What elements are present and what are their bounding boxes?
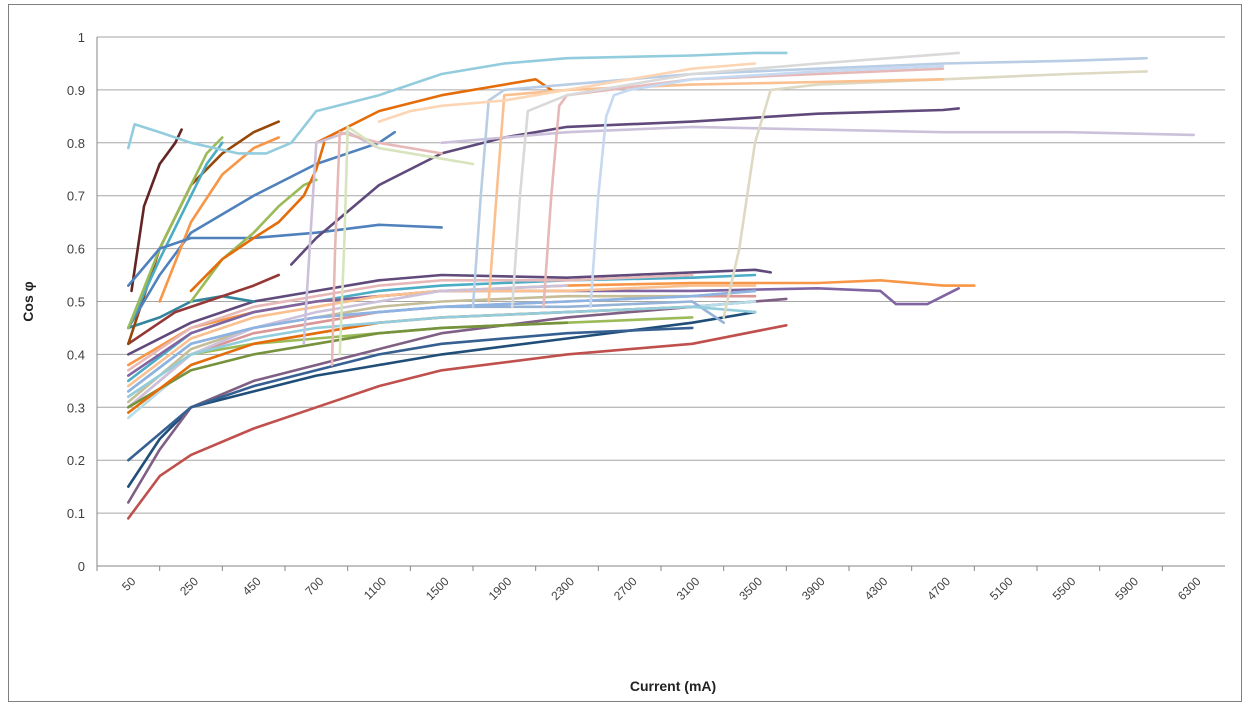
series-line-44 [338, 125, 475, 356]
x-tick-label: 6300 [1175, 574, 1204, 603]
y-tick-label: 0.5 [67, 295, 85, 310]
cos-phi-line-chart: 0 0.1 0.2 0.3 0.4 0.5 0.6 0.7 0.8 0.9 1 50 250 450 70… [20, 30, 1225, 694]
series-lines [127, 51, 1195, 520]
y-tick-label: 0.7 [67, 189, 85, 204]
series-line-21 [127, 305, 757, 399]
x-tick-label: 1500 [423, 574, 452, 603]
series-line-35 [440, 125, 1195, 145]
x-tick-label: 1100 [361, 574, 389, 602]
y-tick-label: 0 [78, 559, 85, 574]
series-line-36 [722, 70, 1148, 319]
series-line-17 [127, 326, 694, 462]
chart-frame: 0 0.1 0.2 0.3 0.4 0.5 0.6 0.7 0.8 0.9 1 50 250 450 70… [8, 4, 1242, 702]
y-tick-label: 0.6 [67, 242, 85, 257]
x-tick-label: 5100 [987, 574, 1016, 603]
series-line-8 [127, 286, 961, 377]
x-tick-label: 2300 [548, 574, 577, 603]
series-line-31 [189, 141, 326, 293]
series-line-12 [127, 289, 757, 404]
x-tick-label: 3900 [799, 574, 828, 603]
y-tick-labels: 0 0.1 0.2 0.3 0.4 0.5 0.6 0.7 0.8 0.9 1 [67, 30, 85, 574]
series-line-3 [127, 297, 788, 504]
y-tick-label: 0.9 [67, 83, 85, 98]
x-tick-label: 5500 [1050, 574, 1079, 603]
x-tick-label: 450 [240, 574, 264, 598]
x-tick-label: 3100 [674, 574, 703, 603]
series-line-32 [127, 51, 788, 155]
y-axis-title: Cos φ [20, 281, 36, 321]
x-tick-label: 250 [177, 574, 201, 598]
series-line-26 [127, 141, 224, 330]
y-tick-label: 0.3 [67, 400, 85, 415]
series-line-13 [127, 284, 757, 388]
y-tick-label: 0.8 [67, 136, 85, 151]
series-line-43 [330, 130, 444, 367]
y-tick-label: 0.4 [67, 347, 85, 362]
x-tick-label: 700 [302, 574, 326, 598]
series-line-22 [127, 289, 757, 393]
x-tick-label: 4700 [924, 574, 953, 603]
x-tick-label: 4300 [862, 574, 891, 603]
series-line-33 [314, 78, 553, 145]
series-line-4 [127, 268, 773, 356]
series-line-34 [289, 107, 961, 266]
x-tick-labels: 50 250 450 700 1100 1500 1900 2300 2700 3100 3500 3… [96, 566, 1204, 603]
series-line-19 [127, 321, 569, 409]
y-tick-label: 0.1 [67, 506, 85, 521]
series-line-45 [377, 62, 757, 123]
x-tick-label: 3500 [736, 574, 765, 603]
series-line-1 [127, 323, 788, 520]
y-tick-label: 1 [78, 30, 85, 45]
x-tick-label: 1900 [486, 574, 515, 603]
x-tick-label: 2700 [611, 574, 640, 603]
gridlines [97, 36, 1225, 514]
series-line-28 [158, 136, 281, 303]
x-tick-label: 50 [119, 574, 139, 594]
series-line-30 [189, 178, 318, 303]
x-tick-label: 5900 [1112, 574, 1141, 603]
series-line-41 [589, 64, 945, 309]
series-line-40 [510, 51, 961, 309]
series-line-18 [127, 273, 281, 346]
x-axis-title: Current (mA) [630, 678, 716, 694]
y-tick-label: 0.2 [67, 453, 85, 468]
